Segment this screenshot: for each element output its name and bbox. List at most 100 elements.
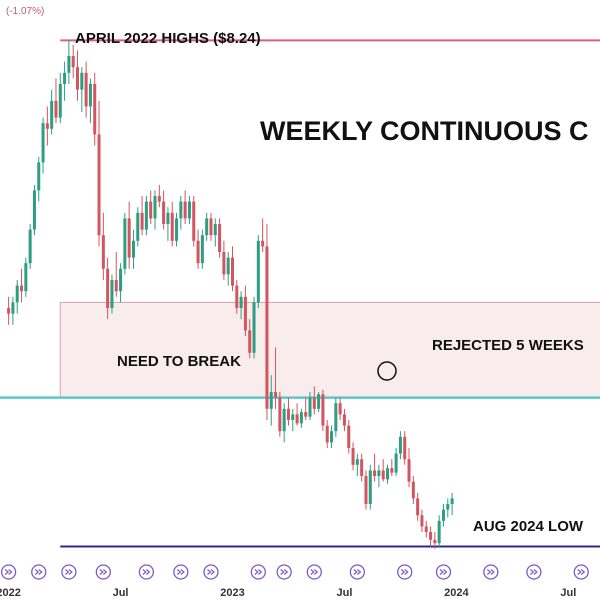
candle <box>437 515 441 547</box>
event-marker-icon <box>203 564 219 580</box>
candle <box>119 263 123 303</box>
candle-body <box>282 408 286 432</box>
candle <box>385 464 390 484</box>
candle <box>381 459 385 482</box>
candle-body <box>450 498 454 504</box>
candle-body <box>58 84 62 118</box>
candle-body <box>209 218 213 236</box>
candle-body <box>381 470 385 480</box>
candle-body <box>54 100 58 118</box>
candle-body <box>157 196 161 202</box>
candle-body <box>153 196 157 219</box>
candle <box>351 442 355 471</box>
event-marker-icon <box>250 564 266 580</box>
candle <box>209 212 213 241</box>
candle-body <box>317 394 321 409</box>
candle-body <box>269 392 273 409</box>
x-tick-label: Jul <box>336 587 352 599</box>
candle-body <box>286 408 290 420</box>
x-tick-label: 2024 <box>444 587 469 599</box>
candle-body <box>446 504 450 510</box>
candle <box>330 425 334 448</box>
candle-body <box>321 394 325 426</box>
candle <box>342 408 346 432</box>
event-marker-icon <box>349 564 366 580</box>
event-marker-arrow <box>4 569 13 575</box>
candle <box>58 72 62 124</box>
candle-body <box>71 56 75 68</box>
candle-body <box>433 539 437 544</box>
candle <box>269 375 273 426</box>
candle-body <box>175 218 179 241</box>
candle-body <box>274 392 278 398</box>
candle-body <box>299 412 303 424</box>
candle-body <box>63 72 67 84</box>
candle <box>243 285 247 336</box>
candle-body <box>32 190 36 230</box>
candle-body <box>84 72 88 107</box>
candle <box>420 509 424 532</box>
candle <box>394 448 398 476</box>
candle <box>187 196 191 224</box>
candle <box>123 212 127 275</box>
candle <box>93 72 97 146</box>
event-markers-layer <box>0 564 589 580</box>
candle-body <box>373 470 377 476</box>
candle-body <box>239 296 243 308</box>
candle <box>398 431 402 460</box>
candle-body <box>278 397 282 432</box>
candle <box>84 61 88 118</box>
candle-body <box>28 229 32 264</box>
candle <box>265 224 269 420</box>
event-marker-arrow <box>207 569 215 575</box>
candle <box>230 246 235 292</box>
candle-body <box>265 246 269 409</box>
candle-body <box>312 397 316 409</box>
candle-body <box>75 67 80 90</box>
candle <box>248 319 252 359</box>
candle <box>41 117 45 174</box>
candle-body <box>200 235 204 264</box>
candle-body <box>187 201 191 219</box>
candle <box>20 268 24 303</box>
candle-body <box>101 235 105 269</box>
event-marker-icon <box>173 564 189 580</box>
change-label: (-1.07%) <box>6 6 44 17</box>
event-marker-arrow <box>254 569 263 575</box>
event-marker-arrow <box>310 569 319 575</box>
candle <box>338 397 342 420</box>
candle <box>200 229 204 269</box>
candle-body <box>11 302 15 314</box>
candle-body <box>192 201 196 241</box>
candle-body <box>183 201 187 219</box>
event-marker-icon <box>61 564 77 580</box>
level-lines-layer <box>0 39 600 548</box>
candle <box>153 190 157 230</box>
candle-body <box>347 425 351 448</box>
candle-body <box>127 218 131 258</box>
candle <box>274 347 278 409</box>
candle <box>373 453 377 482</box>
candle-body <box>420 515 424 527</box>
candle <box>325 420 329 448</box>
candle <box>24 257 28 297</box>
candle <box>411 476 415 504</box>
candle <box>140 196 144 236</box>
candle-body <box>304 412 308 417</box>
chart-title: WEEKLY CONTINUOUS C <box>260 116 589 146</box>
candle <box>88 78 92 124</box>
candle-body <box>213 224 217 236</box>
event-marker-icon <box>31 564 47 580</box>
candle-body <box>131 240 135 258</box>
candle <box>136 207 140 247</box>
aug-2024-low-label: AUG 2024 LOW <box>473 518 584 535</box>
candle-body <box>45 123 49 129</box>
rejection-circle <box>377 361 397 381</box>
candle <box>334 397 338 437</box>
candle-body <box>325 425 329 443</box>
candle-body <box>248 330 252 353</box>
candle <box>175 212 179 247</box>
candle <box>355 453 359 476</box>
candle-body <box>149 201 153 219</box>
candle <box>429 526 433 547</box>
